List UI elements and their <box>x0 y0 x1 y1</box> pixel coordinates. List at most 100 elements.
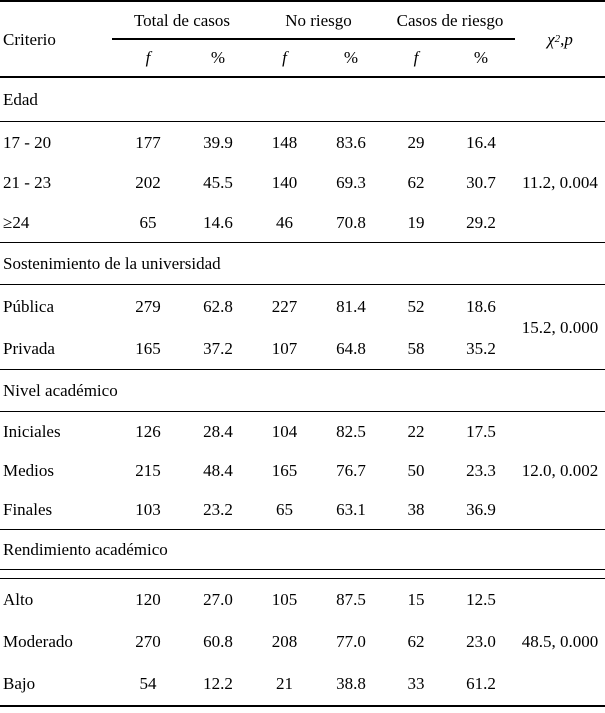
section-sostenimiento-rows: 15.2, 0.000 Pública 279 62.8 227 81.4 52… <box>0 285 605 370</box>
section-header-nivel-academico: Nivel académico <box>0 370 605 412</box>
row-label: ≥24 <box>3 212 30 232</box>
cell-pct-noriesgo: 63.1 <box>336 500 366 519</box>
cell-f-total: 120 <box>135 590 161 609</box>
cell-pct-riesgo: 30.7 <box>466 172 496 192</box>
cell-pct-riesgo: 35.2 <box>466 338 496 358</box>
cell-f-total: 177 <box>135 132 161 152</box>
cell-f-noriesgo: 140 <box>271 172 298 192</box>
cell-pct-total: 39.9 <box>203 132 233 152</box>
subheader-pct-total: % <box>210 47 226 67</box>
chi-symbol: χ <box>547 29 555 49</box>
subheader-pct-noriesgo: % <box>343 47 359 67</box>
cell-f-noriesgo: 148 <box>271 132 298 152</box>
row-label: Moderado <box>3 632 73 651</box>
cell-pct-riesgo: 16.4 <box>466 132 496 152</box>
cell-f-noriesgo: 208 <box>271 632 298 651</box>
section-header-sostenimiento: Sostenimiento de la universidad <box>0 243 605 285</box>
cell-f-total: 65 <box>139 212 157 232</box>
cell-f-riesgo: 38 <box>407 500 425 519</box>
row-label: 21 - 23 <box>3 172 52 192</box>
cell-pct-riesgo: 18.6 <box>466 296 496 316</box>
subheader-pct-riesgo: % <box>473 47 489 67</box>
cell-pct-riesgo: 17.5 <box>466 422 496 441</box>
section-edad-rows: 11.2, 0.004 17 - 20 177 39.9 148 83.6 29… <box>0 122 605 243</box>
cell-pct-riesgo: 12.5 <box>466 590 496 609</box>
p-symbol: p <box>564 29 573 49</box>
section-rendimiento-rows: 48.5, 0.000 Alto 120 27.0 105 87.5 15 12… <box>0 579 605 707</box>
cell-pct-riesgo: 23.3 <box>466 461 496 480</box>
cell-f-riesgo: 50 <box>407 461 425 480</box>
header-group-total-de-casos: Total de casos <box>133 10 231 30</box>
chi-p-value: 11.2, 0.004 <box>522 172 598 192</box>
cell-f-noriesgo: 227 <box>271 296 298 316</box>
cell-pct-riesgo: 36.9 <box>466 500 496 519</box>
cell-pct-noriesgo: 82.5 <box>336 422 366 441</box>
cell-pct-noriesgo: 76.7 <box>336 461 366 480</box>
cell-pct-noriesgo: 81.4 <box>336 296 366 316</box>
group-span-rule <box>112 38 515 40</box>
cell-f-total: 270 <box>135 632 161 651</box>
cell-f-riesgo: 52 <box>407 296 425 316</box>
cell-f-noriesgo: 107 <box>271 338 298 358</box>
section-header-rendimiento: Rendimiento académico <box>0 530 605 570</box>
cell-pct-riesgo: 23.0 <box>466 632 496 651</box>
cell-f-riesgo: 62 <box>407 632 425 651</box>
cell-pct-total: 23.2 <box>203 500 233 519</box>
cell-f-riesgo: 19 <box>407 212 425 232</box>
header-criterio: Criterio <box>3 29 56 49</box>
cell-f-total: 215 <box>135 461 161 480</box>
cell-pct-total: 45.5 <box>203 172 233 192</box>
cell-f-noriesgo: 165 <box>271 461 298 480</box>
double-rule <box>0 570 605 579</box>
chi-p-value: 48.5, 0.000 <box>521 632 599 651</box>
cell-f-noriesgo: 46 <box>276 212 293 232</box>
cell-f-total: 165 <box>135 338 161 358</box>
section-header-edad: Edad <box>0 78 605 122</box>
cell-pct-noriesgo: 64.8 <box>336 338 366 358</box>
row-label: Bajo <box>3 674 36 693</box>
cell-pct-total: 27.0 <box>203 590 233 609</box>
cell-f-total: 126 <box>135 422 161 441</box>
subheader-f-riesgo: f <box>413 47 419 67</box>
chi-p-value: 12.0, 0.002 <box>521 461 599 480</box>
cell-pct-total: 62.8 <box>203 296 233 316</box>
row-label: Alto <box>3 590 34 609</box>
header-group-casos-de-riesgo: Casos de riesgo <box>396 10 504 30</box>
cell-pct-total: 37.2 <box>203 338 233 358</box>
subheader-f-noriesgo: f <box>282 47 287 67</box>
section-title: Rendimiento académico <box>3 540 168 559</box>
cell-f-total: 103 <box>135 500 161 519</box>
cell-f-riesgo: 29 <box>407 132 425 152</box>
cell-f-noriesgo: 104 <box>271 422 298 441</box>
row-label: Medios <box>3 461 54 480</box>
section-title: Sostenimiento de la universidad <box>3 254 221 273</box>
chi-separator: , <box>560 29 565 49</box>
chi-superscript: 2 <box>554 32 561 45</box>
cell-pct-total: 12.2 <box>203 674 233 693</box>
cell-pct-total: 14.6 <box>203 212 233 232</box>
cell-pct-total: 48.4 <box>203 461 233 480</box>
row-label: 17 - 20 <box>3 132 52 152</box>
section-title: Nivel académico <box>3 381 118 400</box>
cell-pct-noriesgo: 87.5 <box>336 590 366 609</box>
row-label: Privada <box>3 338 55 358</box>
row-label: Finales <box>3 500 53 519</box>
cell-f-noriesgo: 105 <box>271 590 298 609</box>
row-label: Pública <box>3 296 54 316</box>
row-label: Iniciales <box>3 422 61 441</box>
cell-pct-noriesgo: 38.8 <box>336 674 366 693</box>
subheader-f-total: f <box>145 47 151 67</box>
cell-f-noriesgo: 21 <box>276 674 293 693</box>
cell-f-total: 279 <box>135 296 161 316</box>
table-header: Criterio Total de casos No riesgo Casos … <box>0 0 605 78</box>
header-group-no-riesgo: No riesgo <box>285 10 352 30</box>
cell-pct-riesgo: 29.2 <box>466 212 496 232</box>
cell-pct-total: 28.4 <box>203 422 233 441</box>
cell-f-riesgo: 33 <box>407 674 425 693</box>
cell-f-riesgo: 15 <box>407 590 425 609</box>
cell-f-total: 54 <box>139 674 157 693</box>
cell-pct-noriesgo: 83.6 <box>336 132 366 152</box>
cell-f-riesgo: 58 <box>407 338 425 358</box>
cell-f-riesgo: 22 <box>407 422 425 441</box>
